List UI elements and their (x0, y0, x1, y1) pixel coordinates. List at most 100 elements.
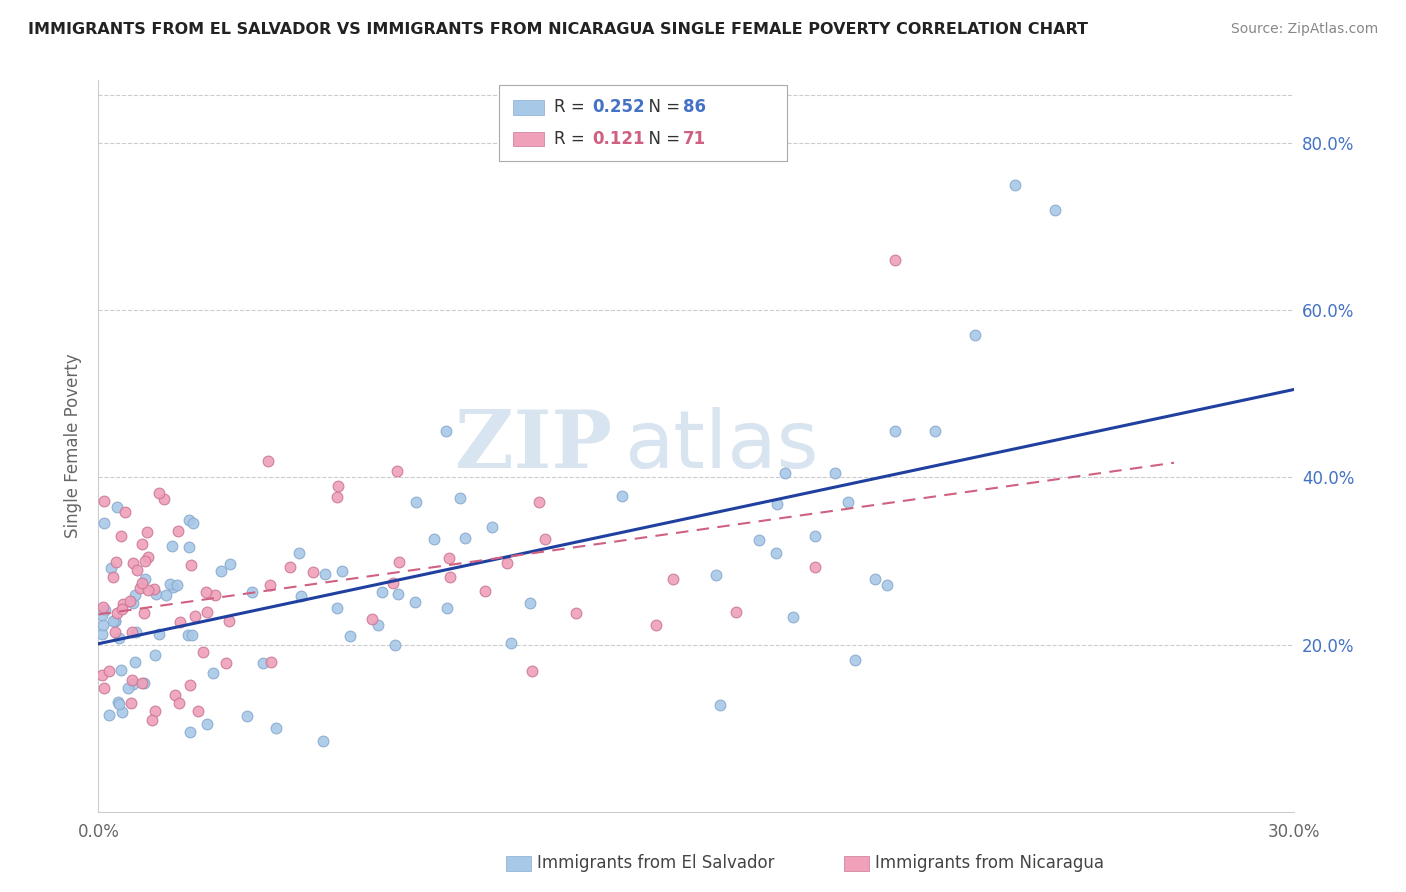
Point (148, 627, 170, 641)
Point (824, 467, 846, 481)
Point (131, 676, 153, 690)
Point (302, 565, 325, 579)
Point (361, 613, 384, 627)
Point (645, 617, 668, 632)
Point (160, 540, 183, 554)
Point (180, 558, 202, 573)
Point (215, 656, 238, 670)
Point (204, 588, 226, 602)
Point (110, 529, 132, 543)
Point (287, 546, 309, 560)
Point (143, 648, 166, 662)
Point (367, 618, 389, 632)
Point (118, 593, 141, 607)
Point (388, 555, 411, 569)
Point (766, 497, 789, 511)
Point (145, 705, 167, 719)
Point (1004, 178, 1026, 192)
Point (405, 495, 427, 509)
Point (121, 676, 143, 690)
Text: ZIP: ZIP (456, 407, 613, 485)
Point (724, 605, 747, 619)
Text: N =: N = (638, 130, 686, 148)
Point (142, 582, 165, 597)
Point (110, 663, 132, 677)
Point (194, 584, 217, 599)
Point (280, 559, 302, 574)
Point (385, 464, 408, 478)
Point (804, 560, 827, 574)
Text: R =: R = (554, 130, 595, 148)
Point (312, 733, 335, 747)
Point (117, 681, 139, 695)
Point (179, 540, 201, 554)
Point (330, 565, 353, 579)
Point (782, 610, 804, 624)
Text: atlas: atlas (624, 407, 818, 485)
Point (387, 587, 409, 601)
Point (93, 516, 115, 531)
Point (202, 665, 225, 680)
Point (404, 595, 426, 609)
Point (121, 624, 143, 639)
Point (104, 614, 127, 628)
Text: 0.121: 0.121 (592, 130, 644, 148)
Point (381, 575, 404, 590)
Point (765, 546, 787, 560)
Point (136, 550, 159, 565)
Point (165, 688, 187, 702)
Point (434, 425, 457, 439)
Point (290, 589, 312, 603)
Point (91, 668, 114, 682)
Point (131, 537, 153, 551)
Point (179, 725, 201, 739)
Point (565, 606, 588, 620)
Point (132, 606, 155, 620)
Text: 0.252: 0.252 (592, 98, 644, 117)
Point (167, 696, 190, 710)
Point (384, 638, 406, 652)
Point (709, 698, 731, 712)
Point (195, 717, 218, 731)
Point (93, 493, 115, 508)
Point (339, 629, 361, 643)
Point (218, 614, 240, 628)
Point (128, 582, 150, 596)
Point (141, 713, 163, 727)
Point (105, 606, 128, 620)
Point (260, 655, 283, 669)
Point (865, 572, 887, 586)
Point (326, 490, 349, 504)
Point (474, 583, 496, 598)
Point (326, 479, 349, 493)
Point (97, 664, 120, 678)
Point (121, 556, 143, 570)
Point (495, 556, 517, 570)
Point (610, 489, 633, 503)
Point (184, 608, 207, 623)
Point (124, 588, 146, 602)
Point (162, 580, 184, 594)
Point (209, 564, 232, 578)
Point (107, 632, 129, 646)
Point (436, 601, 458, 615)
Point (884, 252, 907, 267)
Point (145, 587, 167, 601)
Point (481, 519, 503, 533)
Point (179, 678, 201, 692)
Point (111, 705, 134, 719)
Point (131, 576, 153, 591)
Point (499, 636, 522, 650)
Point (804, 529, 827, 543)
Point (748, 533, 770, 547)
Point (153, 492, 176, 507)
Point (837, 495, 859, 509)
Point (93, 681, 115, 695)
Point (107, 695, 129, 709)
Point (148, 486, 170, 500)
Point (94, 602, 117, 616)
Point (155, 588, 177, 602)
Point (326, 600, 349, 615)
Point (773, 466, 796, 480)
Point (104, 625, 127, 640)
